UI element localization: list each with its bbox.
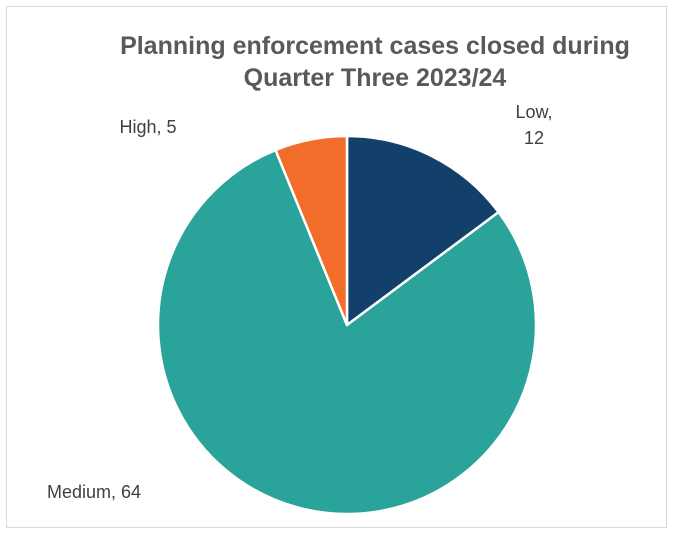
data-label-high: High, 5 [119,117,176,137]
chart-title-line-2: Quarter Three 2023/24 [243,64,507,92]
pie-slice-low [345,134,500,327]
pie-slice-medium [156,148,538,516]
pie-slice-high [274,134,349,327]
chart-title: Planning enforcement cases closed during… [0,30,675,94]
chart-title-line-1: Planning enforcement cases closed during [120,32,630,60]
data-label-medium: Medium, 64 [47,482,141,502]
data-label-low: Low, 12 [515,102,552,148]
